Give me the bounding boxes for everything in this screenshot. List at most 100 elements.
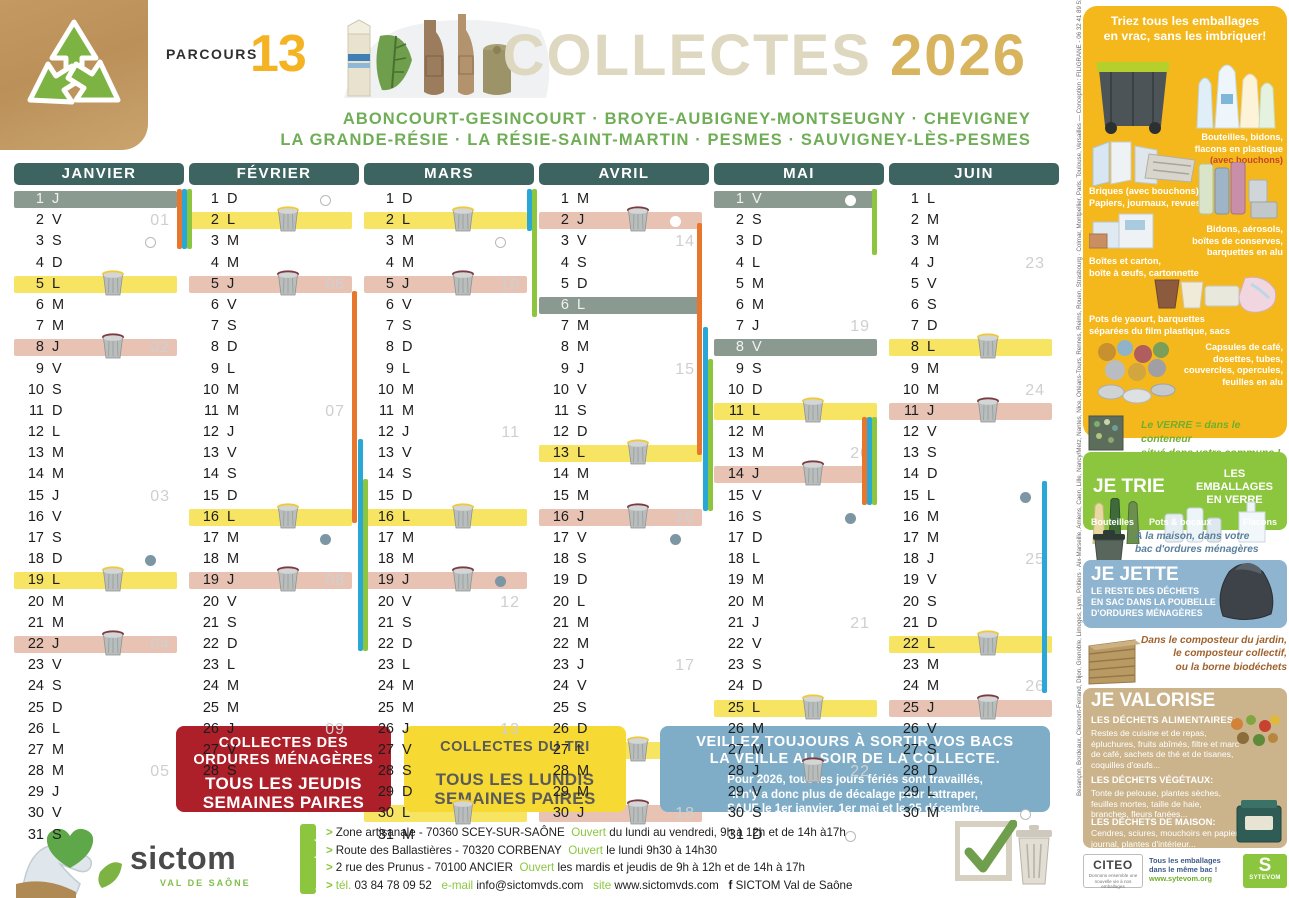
moon-phase-icon [670,216,681,228]
day-number: 29 [902,784,919,801]
month-column-avril: AVRIL 1 M 2 J 3 V 14 4 S 5 D 6 L 7 M 8 M 9 J 15 10 V 11 S 12 D 13 L 1… [539,163,709,825]
day-row: 21 S [189,613,359,634]
day-number: 20 [377,593,394,610]
household-note-l1: À la maison, dans votre [1135,531,1250,542]
day-number: 28 [552,763,569,780]
day-of-week: M [227,699,240,716]
day-number: 23 [377,657,394,674]
household-bin-icon [277,270,299,296]
day-number: 1 [910,191,919,207]
day-number: 5 [735,275,744,292]
je-jette-sub-l1: LE RESTE DES DÉCHETS [1091,586,1200,596]
day-number: 8 [735,339,744,356]
day-of-week: M [752,741,765,758]
day-of-week: V [52,508,62,525]
day-row: 16 S [714,507,884,528]
day-number: 4 [35,254,44,271]
day-of-week: D [227,339,238,356]
caption-capsules-l3: couvercles, opercules, [1183,365,1283,375]
day-of-week: L [52,424,61,441]
contact-line-0: > Zone artisanale - 70360 SCEY-SUR-SAÔNE … [326,824,966,842]
day-of-week: M [402,254,415,271]
day-row: 11 L [714,397,884,423]
day-of-week: L [577,445,586,462]
day-row: 19 J [364,566,534,592]
day-number: 23 [27,657,44,674]
day-row: 26 J 09 [189,719,359,740]
banner-tri-line3: SEMAINES PAIRES [434,789,596,808]
day-of-week: M [752,296,765,313]
caption-bouteilles-l2: flacons en plastique [1194,143,1283,154]
facebook-icon[interactable]: f [728,878,733,892]
household-note-l2: bac d'ordures ménagères [1135,544,1259,555]
week-number: 24 [1025,381,1045,399]
day-number: 27 [902,741,919,758]
day-number: 15 [902,487,919,504]
sytevom-website[interactable]: www.sytevom.org [1149,874,1212,883]
day-number: 2 [735,212,744,229]
day-of-week: M [577,318,590,335]
day-number: 2 [210,212,219,229]
day-number: 3 [210,233,219,250]
sictom-wordmark: sictom [130,840,237,876]
sidebar-footer: CITEO Donnons ensemble une nouvelle vie … [1083,852,1287,894]
day-of-week: D [402,487,413,504]
moon-phase-icon [145,555,156,567]
day-number: 6 [910,296,919,313]
day-of-week: J [752,318,760,335]
website-url[interactable]: www.sictomvds.com [614,878,719,892]
day-of-week: S [402,763,412,780]
citeo-logo: CITEO Donnons ensemble une nouvelle vie … [1083,854,1143,889]
caption-pots: Pots de yaourt, barquettes séparées du f… [1089,314,1279,337]
day-of-week: M [927,657,940,674]
day-row: 20 S [889,592,1059,613]
facebook-page[interactable]: SICTOM Val de Saône [735,878,853,892]
day-row: 13 M [14,443,184,464]
day-number: 25 [902,699,919,716]
day-of-week: L [752,254,761,271]
day-of-week: D [927,466,938,483]
day-row: 26 V [889,719,1059,740]
day-of-week: M [577,487,590,504]
day-number: 25 [27,699,44,716]
je-jette-sub: LE RESTE DES DÉCHETS EN SAC DANS LA POUB… [1091,586,1216,620]
email-address[interactable]: info@sictomvds.com [476,878,584,892]
caption-boites-l1: Boîtes et carton, [1089,256,1161,266]
panel-je-trie: JE TRIE LES EMBALLAGES EN VERRE Bouteill… [1083,452,1287,544]
caption-bidons-l3: barquettes en alu [1206,247,1283,257]
moon-phase-icon [145,237,156,249]
tri-bin-icon [277,206,299,232]
recycling-logo-icon [27,19,121,105]
day-of-week: M [927,678,940,695]
day-row: 17 S [14,528,184,549]
day-of-week: M [52,296,65,313]
day-row: 10 S [14,380,184,401]
day-row: 28 M 05 [14,761,184,782]
day-number: 5 [210,275,219,292]
day-number: 24 [202,678,219,695]
banner-om-line2: ORDURES MÉNAGÈRES [193,752,374,768]
day-number: 24 [727,678,744,695]
day-of-week: V [577,678,587,695]
caption-capsules: Capsules de café, dosettes, tubes, couve… [1149,342,1283,388]
compost-note-l3: ou la borne biodéchets [1175,661,1287,673]
day-of-week: J [577,657,585,674]
day-row: 28 D [889,761,1059,782]
day-row: 10 V [539,380,709,401]
day-of-week: J [752,763,760,780]
week-number: 04 [150,635,170,653]
compost-note: Dans le composteur du jardin, le compost… [1127,634,1287,674]
day-number: 18 [377,551,394,568]
day-number: 4 [210,254,219,271]
day-row: 15 D [189,486,359,507]
tel-number[interactable]: 03 84 78 09 52 [354,878,432,892]
hand-heart-leaf-icon [16,828,122,898]
day-of-week: D [52,402,63,419]
